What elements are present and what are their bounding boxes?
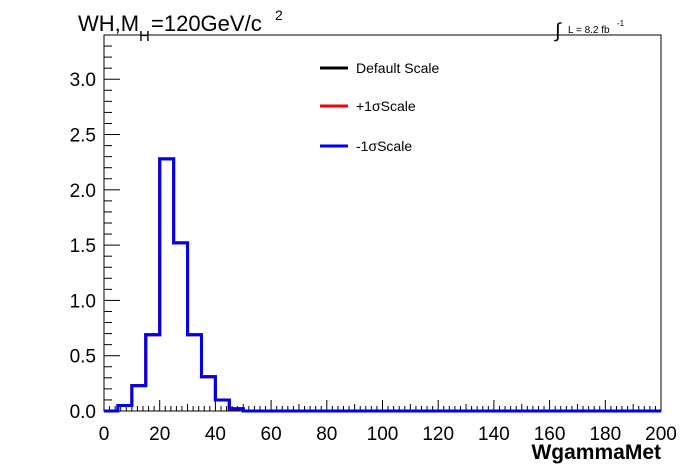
x-axis: 0 20 40 60 80 100 120 140 160 180 200 [99, 400, 677, 445]
title-subscript: H [139, 28, 150, 45]
legend-label: Default Scale [356, 60, 439, 76]
x-axis-label: WgammaMet [531, 441, 661, 464]
y-tick-label: 2.0 [70, 181, 96, 202]
integral-symbol: ∫ [554, 20, 562, 42]
y-axis: 0.0 0.5 1.0 1.5 2.0 2.5 3.0 [70, 34, 120, 423]
x-tick-label: 100 [367, 424, 399, 445]
x-tick-label: 80 [316, 424, 337, 445]
legend: Default Scale +1σScale -1σScale [320, 60, 439, 154]
chart-title: WH,M H =120GeV/c 2 [78, 7, 283, 45]
y-tick-label: 3.0 [70, 70, 96, 91]
x-tick-label: 20 [149, 424, 170, 445]
x-tick-label: 160 [534, 424, 566, 445]
x-tick-label: 140 [478, 424, 510, 445]
y-tick-label: 0.5 [70, 347, 96, 368]
plot-frame [103, 34, 662, 412]
x-tick-label: 120 [422, 424, 454, 445]
luminosity-superscript: -1 [617, 19, 625, 28]
y-tick-label: 1.0 [70, 291, 96, 312]
luminosity-text: L = 8.2 fb [568, 25, 610, 36]
y-tick-label: 0.0 [70, 402, 96, 423]
title-superscript: 2 [275, 7, 283, 23]
x-tick-label: 180 [589, 424, 621, 445]
title-main: WH,M [78, 11, 139, 36]
legend-label: -1σScale [356, 138, 412, 154]
x-tick-label: 0 [99, 424, 110, 445]
x-tick-label: 200 [645, 424, 677, 445]
title-rest: =120GeV/c [151, 11, 262, 36]
legend-label: +1σScale [356, 98, 416, 114]
x-tick-label: 40 [205, 424, 226, 445]
histogram-series [104, 157, 661, 413]
x-tick-label: 60 [261, 424, 282, 445]
y-tick-label: 1.5 [70, 236, 96, 257]
y-tick-label: 2.5 [70, 126, 96, 147]
histogram-line--1-scale [104, 157, 661, 413]
luminosity-label: ∫ L = 8.2 fb -1 [554, 19, 625, 42]
